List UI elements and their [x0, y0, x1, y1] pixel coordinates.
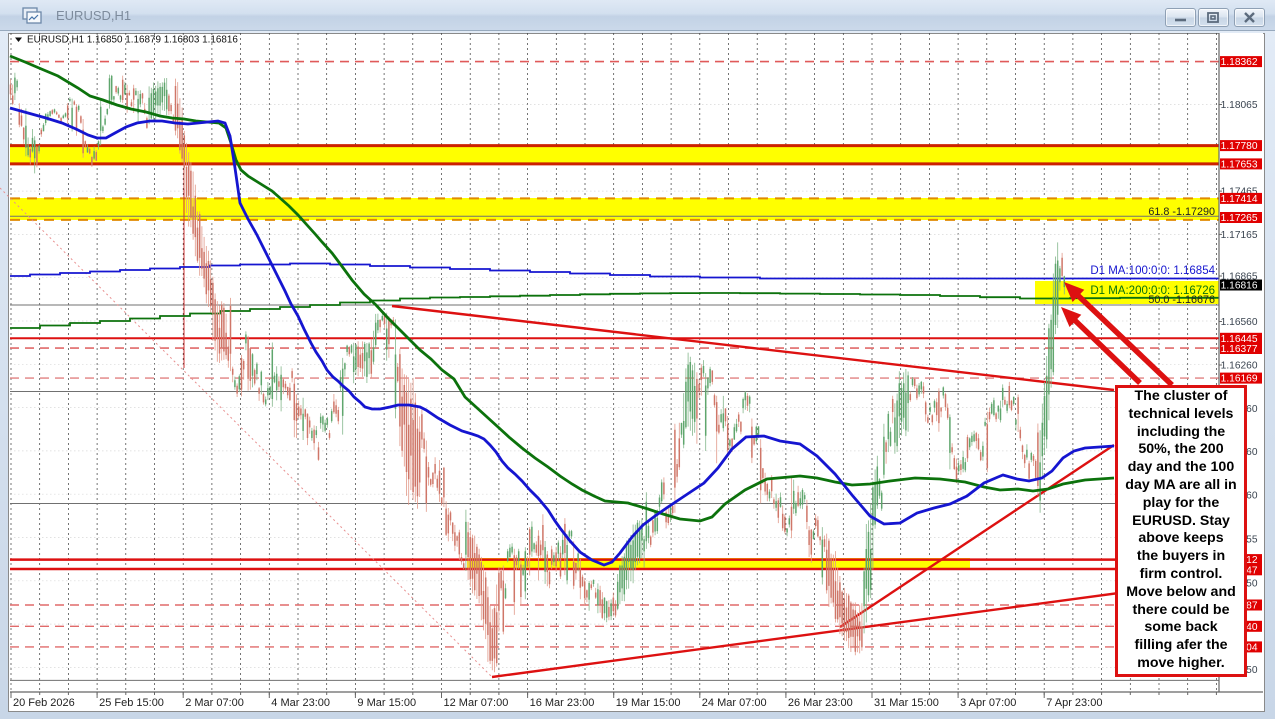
- svg-text:1.17653: 1.17653: [1221, 160, 1258, 171]
- svg-text:EURUSD,H1 1.16850 1.16879 1.16: EURUSD,H1 1.16850 1.16879 1.16803 1.1681…: [27, 35, 238, 46]
- svg-text:20 Feb 2026: 20 Feb 2026: [13, 697, 75, 709]
- svg-text:2 Mar 07:00: 2 Mar 07:00: [185, 697, 244, 709]
- svg-text:1.17465: 1.17465: [1221, 187, 1258, 198]
- svg-text:3 Apr 07:00: 3 Apr 07:00: [960, 697, 1016, 709]
- svg-text:1.16816: 1.16816: [1221, 281, 1258, 292]
- svg-text:1.18362: 1.18362: [1221, 57, 1258, 68]
- svg-text:9 Mar 15:00: 9 Mar 15:00: [357, 697, 416, 709]
- svg-text:D1 MA:100:0:0: 1.16854: D1 MA:100:0:0: 1.16854: [1090, 265, 1215, 277]
- svg-text:19 Mar 15:00: 19 Mar 15:00: [616, 697, 681, 709]
- svg-text:1.17265: 1.17265: [1221, 213, 1258, 224]
- svg-text:1.17780: 1.17780: [1221, 141, 1258, 152]
- svg-text:D1 MA:200:0:0: 1.16726: D1 MA:200:0:0: 1.16726: [1090, 285, 1215, 297]
- svg-text:24 Mar 07:00: 24 Mar 07:00: [702, 697, 767, 709]
- svg-text:1.17414: 1.17414: [1221, 194, 1258, 205]
- svg-text:1.16260: 1.16260: [1221, 361, 1258, 372]
- svg-text:7 Apr 23:00: 7 Apr 23:00: [1046, 697, 1102, 709]
- svg-text:1.18065: 1.18065: [1221, 100, 1258, 111]
- svg-text:31 Mar 15:00: 31 Mar 15:00: [874, 697, 939, 709]
- svg-text:1.17165: 1.17165: [1221, 230, 1258, 241]
- svg-text:1.16865: 1.16865: [1221, 272, 1258, 283]
- svg-text:16 Mar 23:00: 16 Mar 23:00: [530, 697, 595, 709]
- svg-text:1.16169: 1.16169: [1221, 374, 1258, 385]
- svg-text:61.8 -1.17290: 61.8 -1.17290: [1148, 206, 1215, 218]
- svg-text:12 Mar 07:00: 12 Mar 07:00: [444, 697, 509, 709]
- svg-text:4 Mar 23:00: 4 Mar 23:00: [271, 697, 330, 709]
- svg-text:1.16377: 1.16377: [1221, 344, 1258, 355]
- svg-text:26 Mar 23:00: 26 Mar 23:00: [788, 697, 853, 709]
- svg-text:50.0 -1.16676: 50.0 -1.16676: [1148, 294, 1215, 306]
- svg-text:25 Feb 15:00: 25 Feb 15:00: [99, 697, 164, 709]
- svg-text:1.16560: 1.16560: [1221, 317, 1258, 328]
- svg-text:1.16445: 1.16445: [1221, 334, 1258, 345]
